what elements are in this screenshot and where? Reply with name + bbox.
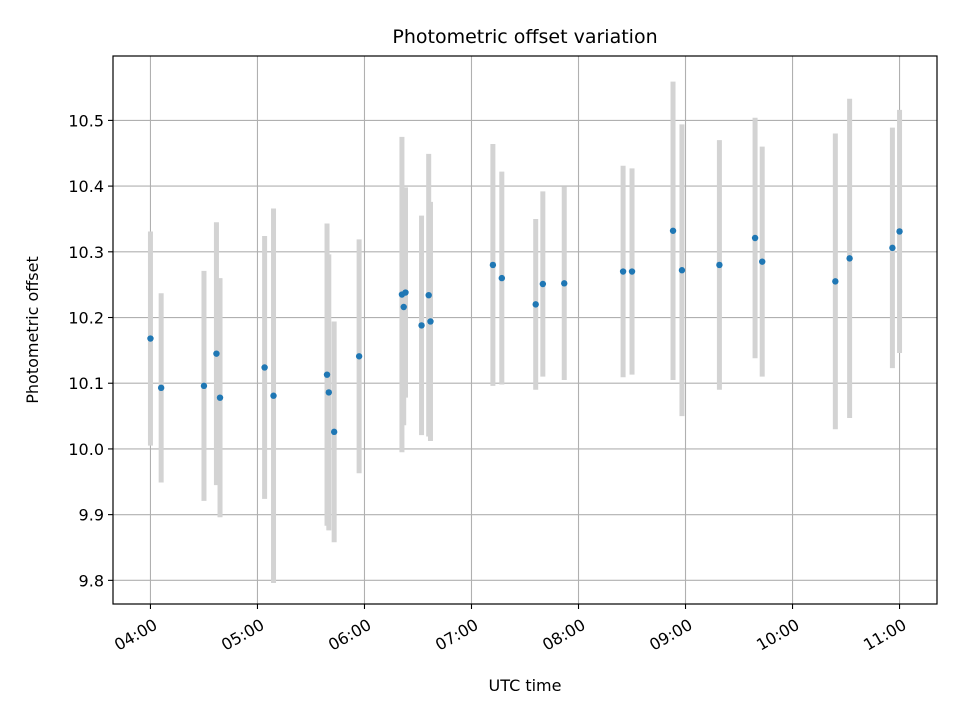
data-points (147, 227, 903, 436)
data-point (539, 280, 547, 288)
x-tick-label: 09:00 (646, 615, 695, 655)
data-point (200, 382, 208, 390)
data-point (759, 258, 766, 265)
data-point (400, 303, 407, 311)
y-tick-label: 9.9 (79, 506, 104, 525)
data-point (716, 261, 723, 269)
y-tick-label: 10.1 (68, 374, 104, 393)
data-point (678, 267, 686, 274)
x-tick-label: 05:00 (218, 615, 267, 655)
data-point (330, 428, 338, 436)
data-point (628, 268, 636, 275)
y-tick-label: 10.5 (68, 111, 104, 130)
data-point (427, 318, 434, 325)
data-point (270, 392, 277, 399)
data-point (532, 301, 539, 308)
x-tick-label: 06:00 (325, 615, 374, 655)
data-point (619, 268, 627, 275)
y-tick-label: 10.0 (68, 440, 104, 459)
y-axis-label: Photometric offset (23, 256, 42, 404)
data-point (147, 335, 154, 342)
x-axis-label: UTC time (489, 676, 562, 695)
data-point (213, 350, 220, 357)
chart-title: Photometric offset variation (392, 26, 657, 48)
data-point (751, 234, 759, 242)
data-point (418, 322, 425, 329)
x-tick-label: 08:00 (539, 615, 588, 655)
y-tick-label: 10.2 (68, 309, 104, 328)
data-point (157, 384, 165, 392)
grid (113, 56, 937, 604)
x-tick-label: 04:00 (111, 615, 160, 655)
data-point (402, 289, 409, 296)
data-point (216, 394, 224, 401)
data-point (323, 371, 331, 378)
data-point (846, 255, 853, 262)
data-point (489, 261, 497, 269)
y-tick-label: 10.3 (68, 243, 104, 262)
data-point (561, 280, 568, 287)
x-tick-label: 11:00 (860, 615, 909, 655)
data-point (832, 278, 839, 285)
data-point (896, 228, 903, 235)
x-tick-label: 10:00 (753, 615, 802, 655)
y-tick-label: 10.4 (68, 177, 104, 196)
data-point (669, 227, 677, 234)
plot-area-frame (112, 55, 938, 605)
data-point (498, 274, 506, 282)
y-tick-label: 9.8 (79, 571, 104, 590)
error-bars (147, 81, 903, 583)
data-point (425, 291, 432, 299)
data-point (355, 353, 363, 360)
data-point (325, 389, 333, 396)
x-tick-label: 07:00 (432, 615, 481, 655)
data-point (261, 364, 268, 371)
data-point (889, 244, 896, 252)
